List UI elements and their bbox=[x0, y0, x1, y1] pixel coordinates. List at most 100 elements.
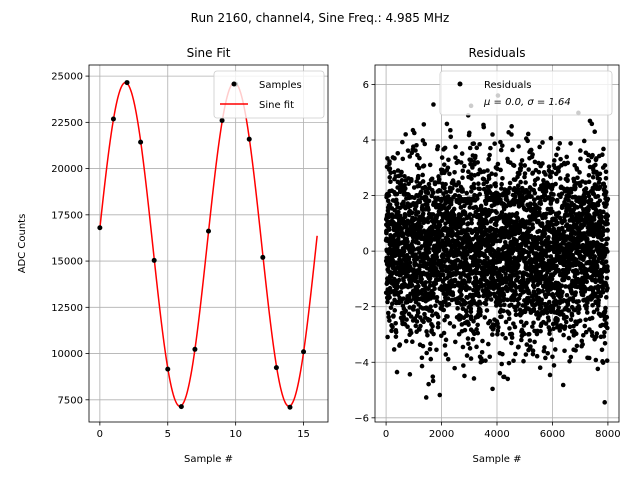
residual-point bbox=[597, 171, 603, 177]
residual-point bbox=[567, 324, 573, 330]
residual-point bbox=[552, 158, 557, 163]
residual-point bbox=[452, 169, 457, 175]
residual-point bbox=[403, 308, 409, 314]
residual-point bbox=[399, 169, 404, 175]
residual-point bbox=[400, 231, 406, 237]
residual-point bbox=[550, 354, 555, 360]
residual-point bbox=[516, 202, 522, 208]
residual-point bbox=[411, 304, 417, 310]
residuals-y-ticks: −6 −4 −2 0 2 4 6 bbox=[354, 80, 375, 424]
residual-point bbox=[408, 314, 414, 319]
residual-point bbox=[400, 156, 406, 162]
residual-point bbox=[565, 302, 571, 307]
sine-fit-xtick-label: 0 bbox=[97, 429, 103, 440]
residuals-xtick-label: 8000 bbox=[595, 429, 620, 440]
residual-point bbox=[510, 147, 515, 153]
residual-point bbox=[423, 395, 429, 400]
residual-point bbox=[495, 321, 500, 326]
residual-point bbox=[445, 356, 451, 362]
residual-point bbox=[521, 289, 527, 294]
residual-point bbox=[517, 227, 523, 233]
residual-point bbox=[495, 328, 501, 334]
residual-point bbox=[542, 231, 548, 236]
residuals-panel: Residuals 0 2000 4000 6000 8000 −6 −4 −2 0 2 4 6 S… bbox=[354, 46, 620, 465]
residual-point bbox=[448, 134, 454, 140]
residual-point bbox=[419, 276, 424, 282]
residual-point bbox=[573, 185, 578, 190]
residual-point bbox=[526, 253, 532, 259]
residuals-legend: Residuals μ = 0.0, σ = 1.64 bbox=[439, 70, 613, 116]
residual-point bbox=[387, 202, 393, 207]
residual-point bbox=[536, 218, 541, 224]
residual-point bbox=[501, 308, 506, 314]
residual-point bbox=[500, 176, 505, 181]
residual-point bbox=[481, 224, 487, 230]
residual-point bbox=[466, 341, 471, 347]
residual-point bbox=[547, 372, 553, 378]
residual-point bbox=[467, 346, 473, 351]
residual-point bbox=[482, 315, 488, 320]
residual-point bbox=[562, 348, 567, 354]
residual-point bbox=[434, 254, 440, 260]
residual-point bbox=[442, 185, 447, 191]
residual-point bbox=[406, 256, 412, 262]
residual-point bbox=[507, 180, 513, 186]
residual-point bbox=[603, 259, 609, 265]
residual-point bbox=[547, 331, 552, 337]
residual-point bbox=[604, 295, 609, 300]
residual-point bbox=[440, 268, 446, 273]
residual-point bbox=[561, 332, 566, 338]
residual-point bbox=[575, 271, 580, 276]
residual-point bbox=[477, 141, 482, 147]
residual-point bbox=[594, 307, 600, 312]
residual-point bbox=[446, 301, 452, 307]
residual-point bbox=[553, 181, 558, 187]
residual-point bbox=[469, 220, 474, 226]
residual-point bbox=[515, 215, 521, 221]
sample-point bbox=[287, 404, 293, 410]
residual-point bbox=[589, 333, 595, 338]
residual-point bbox=[468, 356, 474, 361]
residual-point bbox=[385, 198, 391, 204]
residual-point bbox=[434, 295, 440, 300]
sine-fit-y-ticks: 7500 10000 12500 15000 17500 20000 22500 25000 bbox=[51, 72, 89, 406]
residual-point bbox=[559, 283, 565, 288]
residual-point bbox=[597, 198, 603, 203]
residual-point bbox=[427, 279, 432, 285]
residual-point bbox=[439, 155, 445, 160]
residual-point bbox=[517, 171, 522, 177]
residual-point bbox=[429, 176, 435, 182]
residual-point bbox=[415, 310, 421, 315]
residual-point bbox=[500, 351, 505, 357]
residual-point bbox=[560, 289, 565, 295]
residual-point bbox=[568, 317, 574, 322]
residual-point bbox=[407, 154, 413, 159]
residual-point bbox=[452, 193, 458, 198]
residual-point bbox=[551, 192, 556, 197]
residual-point bbox=[461, 363, 466, 368]
residual-point bbox=[457, 271, 462, 276]
residual-point bbox=[583, 329, 589, 335]
residual-point bbox=[527, 338, 533, 343]
residual-point bbox=[524, 320, 529, 326]
residual-point bbox=[445, 314, 450, 319]
residual-point bbox=[435, 321, 441, 326]
residual-point bbox=[534, 353, 540, 359]
residual-point bbox=[478, 301, 483, 306]
residual-point bbox=[484, 179, 490, 185]
residual-point bbox=[602, 330, 607, 335]
residual-point bbox=[503, 284, 509, 290]
residual-point bbox=[589, 121, 595, 127]
residual-point bbox=[509, 335, 515, 340]
residual-point bbox=[544, 253, 550, 259]
residual-point bbox=[433, 281, 439, 286]
residual-point bbox=[563, 319, 569, 325]
residual-point bbox=[430, 190, 436, 195]
residual-point bbox=[596, 297, 601, 303]
residuals-x-ticks: 0 2000 4000 6000 8000 bbox=[383, 422, 621, 440]
residual-point bbox=[431, 102, 436, 107]
residual-point bbox=[526, 167, 532, 172]
residual-point bbox=[497, 259, 503, 264]
residual-point bbox=[405, 324, 410, 330]
residual-point bbox=[450, 292, 456, 298]
